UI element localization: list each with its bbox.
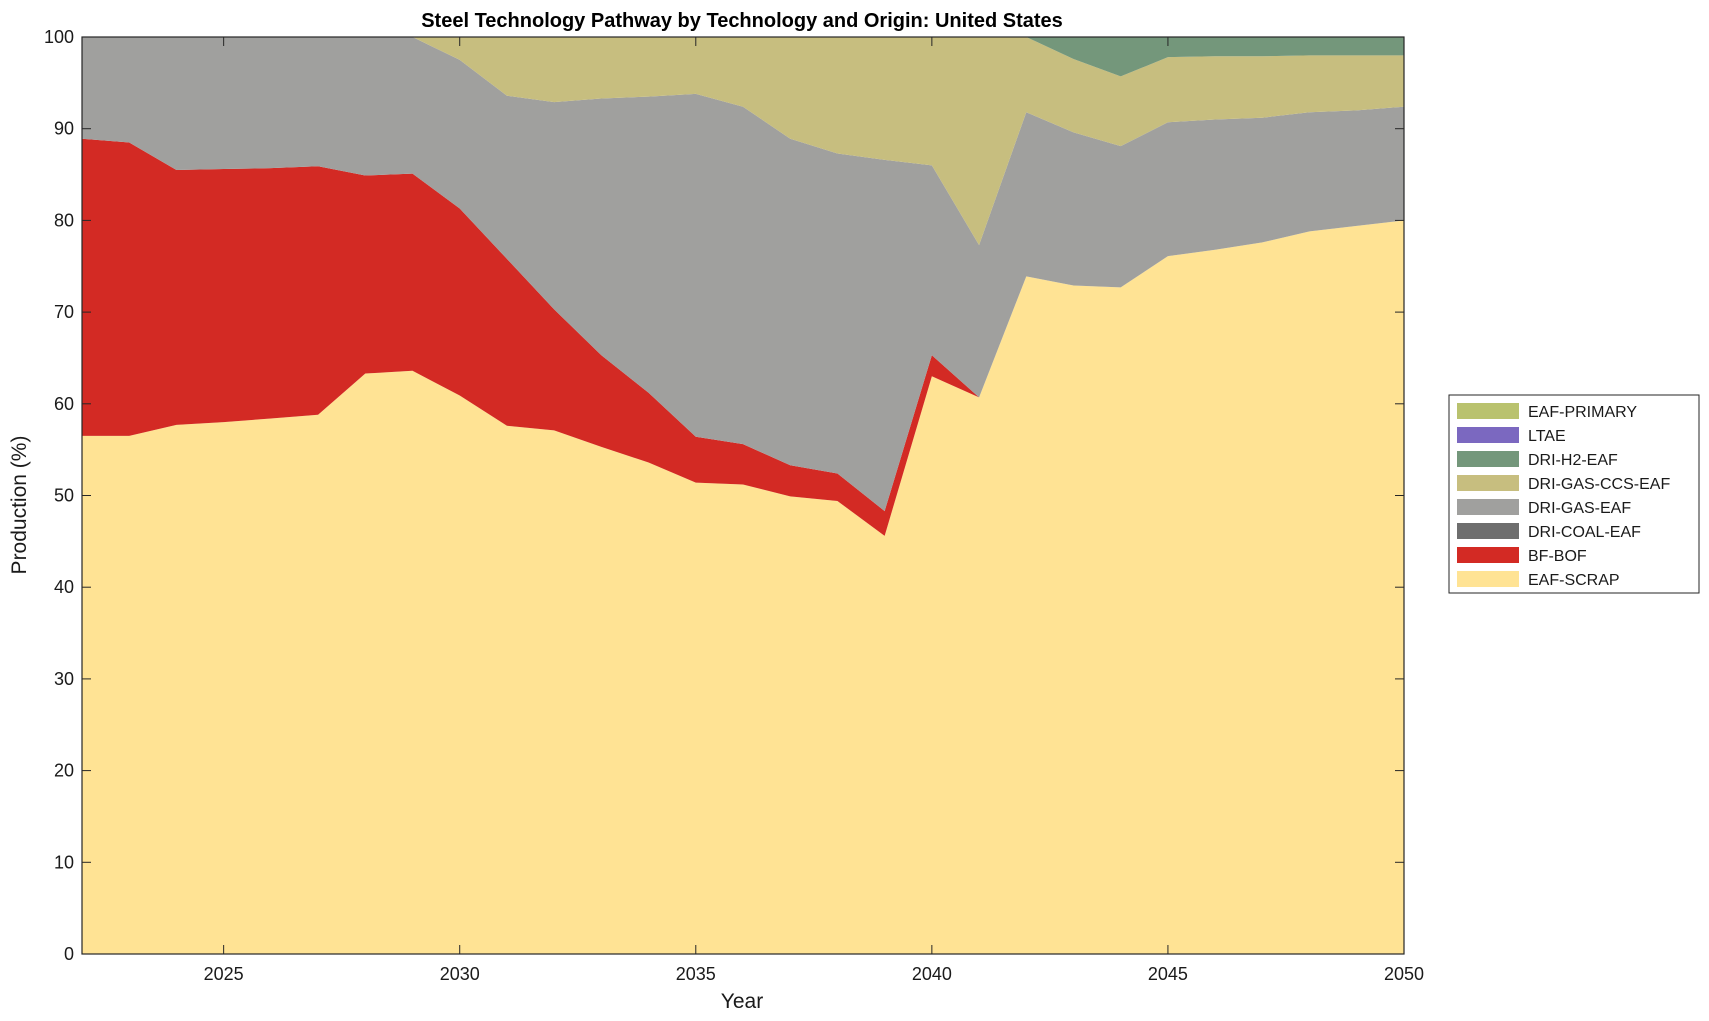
y-tick-label: 100	[44, 27, 74, 47]
y-tick-label: 70	[54, 302, 74, 322]
y-tick-label: 50	[54, 486, 74, 506]
x-tick-label: 2040	[912, 964, 952, 984]
legend-label: EAF-PRIMARY	[1528, 404, 1637, 421]
x-tick-label: 2035	[676, 964, 716, 984]
legend-label: BF-BOF	[1528, 548, 1587, 565]
y-tick-label: 40	[54, 577, 74, 597]
legend-swatch	[1457, 571, 1519, 587]
axis-ticks	[82, 36, 1405, 955]
legend-label: DRI-GAS-CCS-EAF	[1528, 476, 1670, 493]
y-tick-label: 80	[54, 210, 74, 230]
x-axis-title: Year	[721, 990, 763, 1013]
legend-label: LTAE	[1528, 428, 1566, 445]
y-tick-label: 30	[54, 669, 74, 689]
area-bf-bof	[82, 138, 1404, 536]
y-tick-label: 0	[64, 944, 74, 964]
legend-swatch	[1457, 427, 1519, 443]
legend: EAF-PRIMARY LTAE DRI-H2-EAF DRI-GAS-CCS-EAF…	[1448, 394, 1700, 594]
area-layers	[82, 37, 1404, 954]
x-tick-label: 2030	[440, 964, 480, 984]
y-axis-title: Production (%)	[8, 436, 31, 575]
area-dri-gas-eaf	[82, 37, 1404, 512]
y-tick-label: 10	[54, 852, 74, 872]
y-tick-label: 60	[54, 394, 74, 414]
legend-label: DRI-GAS-EAF	[1528, 500, 1631, 517]
legend-swatch	[1457, 499, 1519, 515]
x-tick-label: 2025	[204, 964, 244, 984]
area-eaf-scrap	[82, 220, 1404, 954]
area-dri-h2-eaf	[82, 37, 1404, 77]
x-tick-label: 2050	[1384, 964, 1424, 984]
legend-swatch	[1457, 547, 1519, 563]
legend-swatch	[1457, 403, 1519, 419]
tick-labels: 2025 2030 2035 2040 2045 20500102030405060708…	[44, 27, 1424, 984]
legend-label: DRI-H2-EAF	[1528, 452, 1618, 469]
chart-title: Steel Technology Pathway by Technology a…	[421, 10, 1063, 32]
legend-swatch	[1457, 475, 1519, 491]
y-tick-label: 20	[54, 761, 74, 781]
x-tick-label: 2045	[1148, 964, 1188, 984]
legend-swatch	[1457, 451, 1519, 467]
legend-label: EAF-SCRAP	[1528, 572, 1620, 589]
y-tick-label: 90	[54, 119, 74, 139]
area-dri-gas-ccs-eaf	[82, 37, 1404, 246]
legend-label: DRI-COAL-EAF	[1528, 524, 1641, 541]
legend-swatch	[1457, 523, 1519, 539]
